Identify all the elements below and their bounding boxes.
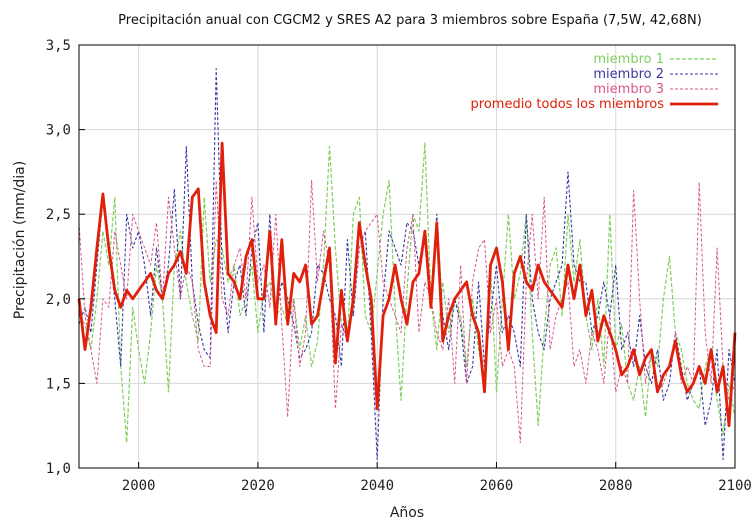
y-tick-label: 2,5 bbox=[46, 207, 71, 223]
legend-label-2: miembro 2 bbox=[593, 67, 664, 82]
legend-label-3: miembro 3 bbox=[593, 82, 664, 97]
y-tick-label: 3,5 bbox=[46, 38, 71, 54]
plot-frame bbox=[78, 44, 736, 469]
x-tick-label: 2000 bbox=[122, 478, 156, 494]
legend-label-1: miembro 1 bbox=[593, 52, 664, 67]
x-axis-title: Años bbox=[390, 505, 424, 521]
x-tick-label: 2100 bbox=[718, 478, 752, 494]
y-tick-label: 2,0 bbox=[46, 292, 71, 308]
series-line-4 bbox=[77, 141, 737, 428]
legend-label-4: promedio todos los miembros bbox=[471, 97, 665, 112]
x-tick-label: 2060 bbox=[480, 478, 514, 494]
chart-title: Precipitación anual con CGCM2 y SRES A2 … bbox=[118, 13, 702, 28]
series-line-3 bbox=[78, 179, 736, 444]
y-tick-label: 1,5 bbox=[46, 376, 71, 392]
y-tick-label: 1,0 bbox=[46, 461, 71, 477]
y-axis-title: Precipitación (mm/dia) bbox=[12, 161, 28, 319]
x-tick-label: 2020 bbox=[241, 478, 275, 494]
x-tick-label: 2080 bbox=[599, 478, 633, 494]
series-line-2 bbox=[78, 68, 736, 461]
series-line-1 bbox=[78, 142, 736, 444]
y-tick-label: 3,0 bbox=[46, 123, 71, 139]
axis-ticks: 1,0 1,5 2,0 2,5 3,0 3,5 2000 2020 2040 2060 2080 21… bbox=[46, 38, 752, 494]
grid-lines bbox=[79, 45, 735, 468]
series-lines bbox=[77, 68, 737, 461]
x-tick-label: 2040 bbox=[360, 478, 394, 494]
